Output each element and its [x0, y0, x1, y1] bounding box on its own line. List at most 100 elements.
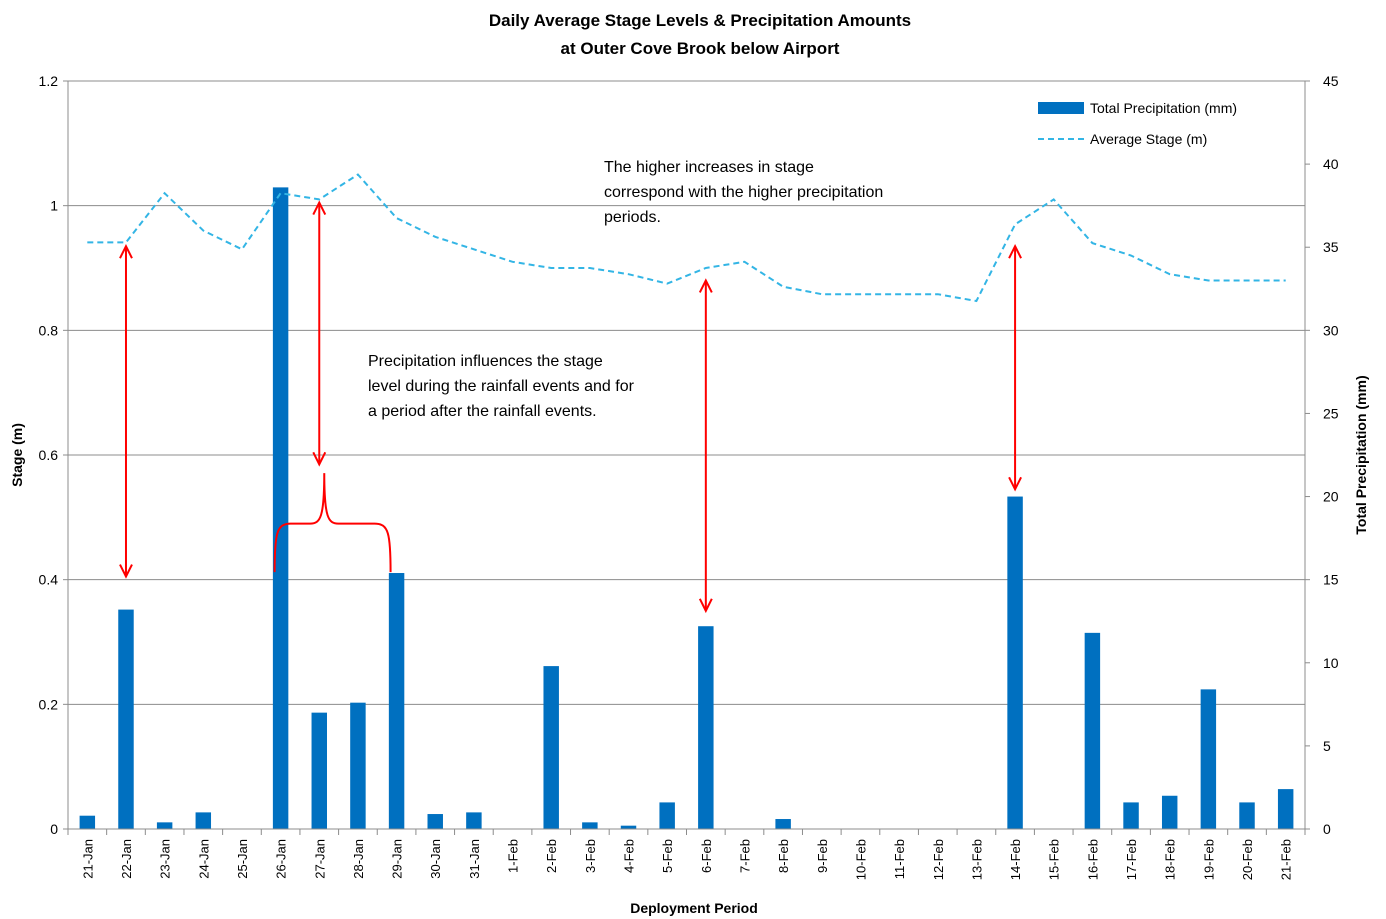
left-tick-label: 1	[50, 198, 58, 214]
bar-20-Feb	[1239, 802, 1255, 829]
right-tick-label: 30	[1323, 322, 1339, 338]
x-tick-label: 7-Feb	[738, 839, 753, 873]
arrow-27-jan-head-top	[312, 200, 327, 215]
bar-4-Feb	[620, 825, 637, 829]
bar-28-Jan	[350, 702, 366, 829]
right-axis-label: Total Precipitation (mm)	[1353, 375, 1369, 534]
x-tick-label: 19-Feb	[1201, 839, 1216, 880]
x-tick-label: 4-Feb	[622, 839, 637, 873]
average-stage-line	[87, 173, 1286, 303]
right-tick-label: 0	[1323, 821, 1331, 837]
left-tick-label: 0	[50, 821, 58, 837]
bar-6-Feb	[698, 626, 714, 829]
x-tick-label: 18-Feb	[1163, 839, 1178, 880]
x-tick-label: 5-Feb	[660, 839, 675, 873]
x-tick-label: 25-Jan	[235, 839, 250, 879]
left-tick-label: 1.2	[39, 73, 59, 89]
bar-16-Feb	[1084, 632, 1101, 829]
annotation-1-line-3: periods.	[604, 209, 661, 226]
bar-30-Jan	[427, 814, 443, 829]
bar-2-Feb	[543, 666, 559, 829]
x-axis-label: Deployment Period	[630, 900, 758, 916]
x-tick-label: 13-Feb	[969, 839, 984, 880]
bar-14-Feb	[1007, 496, 1023, 829]
arrow-27-jan-head-bottom	[312, 451, 327, 467]
bar-22-Jan	[118, 609, 134, 829]
left-axis-label: Stage (m)	[9, 423, 25, 487]
x-tick-label: 10-Feb	[854, 839, 869, 880]
x-tick-label: 31-Jan	[467, 839, 482, 879]
left-axis-ticks: 0 0.2 0.4 0.6 0.8 1 1.2	[39, 73, 68, 837]
left-tick-label: 0.8	[39, 322, 59, 338]
x-tick-label: 11-Feb	[892, 839, 907, 879]
arrow-6-feb-head-top	[698, 278, 713, 293]
right-tick-label: 5	[1323, 738, 1331, 754]
bar-31-Jan	[466, 812, 482, 829]
right-tick-label: 15	[1323, 572, 1339, 588]
arrow-6-feb-head-bottom	[698, 598, 713, 614]
left-tick-label: 0.4	[39, 572, 59, 588]
x-axis-ticks: 21-Jan 22-Jan 23-Jan 24-Jan 25-Jan 26-Jan 27-J…	[67, 829, 1306, 880]
x-tick-label: 8-Feb	[776, 839, 791, 873]
bar-8-Feb	[775, 819, 791, 829]
bar-19-Feb	[1200, 689, 1217, 829]
annotation-1-line-1: The higher increases in stage	[604, 159, 814, 176]
x-tick-label: 21-Feb	[1279, 839, 1294, 880]
arrow-14-feb-head-bottom	[1008, 476, 1022, 492]
annotation-1-line-2: correspond with the higher precipitation	[604, 184, 883, 201]
x-tick-label: 21-Jan	[80, 839, 95, 879]
arrow-14-feb-head-top	[1008, 243, 1022, 259]
arrow-22-jan-head-top	[119, 243, 133, 259]
right-axis-ticks: 0 5 10 15 20 25 30 35 40 45	[1305, 73, 1339, 837]
chart-title: Daily Average Stage Levels & Precipitati…	[489, 11, 911, 58]
annotations: The higher increases in stage correspond…	[368, 159, 883, 420]
x-tick-label: 9-Feb	[815, 839, 830, 873]
legend-label-stage: Average Stage (m)	[1090, 131, 1207, 147]
bar-26-Jan	[272, 187, 289, 830]
right-tick-label: 35	[1323, 239, 1339, 255]
x-tick-label: 17-Feb	[1124, 839, 1139, 880]
annotation-2-line-1: Precipitation influences the stage	[368, 353, 603, 370]
x-tick-label: 20-Feb	[1240, 839, 1255, 880]
bar-3-Feb	[582, 822, 598, 829]
right-tick-label: 20	[1323, 489, 1339, 505]
right-tick-label: 45	[1323, 73, 1339, 89]
annotation-arrows	[119, 200, 1022, 614]
x-tick-label: 14-Feb	[1008, 839, 1023, 880]
bar-21-Feb	[1277, 789, 1294, 829]
annotation-2-line-3: a period after the rainfall events.	[368, 403, 597, 420]
chart-title-line-2: at Outer Cove Brook below Airport	[561, 39, 840, 58]
x-tick-label: 23-Jan	[158, 839, 173, 879]
annotation-2-line-2: level during the rainfall events and for	[368, 378, 635, 395]
legend: Total Precipitation (mm) Average Stage (…	[1038, 100, 1237, 147]
right-tick-label: 10	[1323, 655, 1339, 671]
x-tick-label: 24-Jan	[196, 839, 211, 879]
bar-21-Jan	[79, 815, 96, 829]
left-tick-label: 0.2	[39, 696, 59, 712]
x-tick-label: 3-Feb	[583, 839, 598, 873]
x-tick-label: 22-Jan	[119, 839, 134, 879]
precipitation-bars	[79, 187, 1294, 830]
x-tick-label: 15-Feb	[1047, 839, 1062, 880]
brace-26-29-jan	[273, 473, 392, 573]
x-tick-label: 26-Jan	[274, 839, 289, 879]
bar-5-Feb	[659, 802, 675, 829]
bar-18-Feb	[1161, 795, 1178, 829]
right-tick-label: 25	[1323, 405, 1339, 421]
arrow-22-jan-head-bottom	[119, 564, 133, 579]
x-tick-label: 28-Jan	[351, 839, 366, 879]
x-tick-label: 2-Feb	[544, 839, 559, 873]
bar-23-Jan	[156, 822, 173, 829]
bar-27-Jan	[311, 712, 327, 829]
x-tick-label: 12-Feb	[931, 839, 946, 880]
x-tick-label: 27-Jan	[312, 839, 327, 879]
x-tick-label: 6-Feb	[699, 839, 714, 873]
x-tick-label: 29-Jan	[390, 839, 405, 879]
bar-29-Jan	[388, 573, 405, 829]
bar-24-Jan	[195, 812, 212, 829]
x-tick-label: 1-Feb	[506, 839, 521, 873]
chart-title-line-1: Daily Average Stage Levels & Precipitati…	[489, 11, 911, 30]
legend-swatch-precipitation	[1038, 102, 1084, 114]
x-tick-label: 16-Feb	[1085, 839, 1100, 880]
x-tick-label: 30-Jan	[428, 839, 443, 879]
